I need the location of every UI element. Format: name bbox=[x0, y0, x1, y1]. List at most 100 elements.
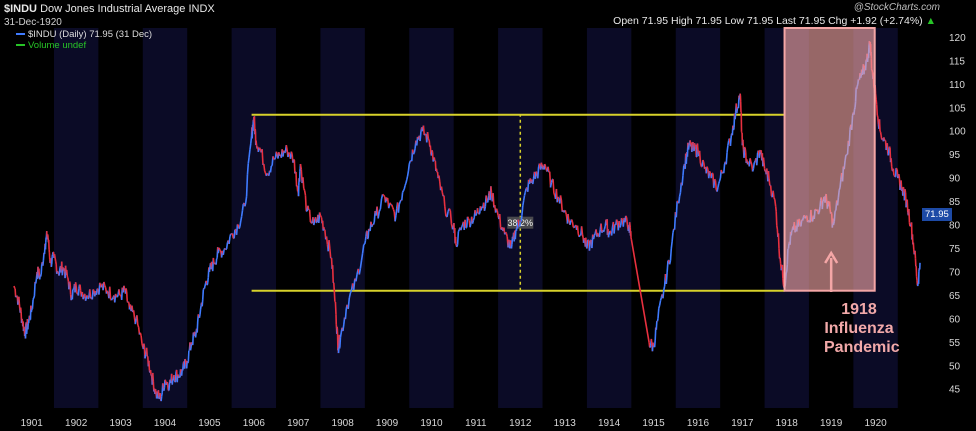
price-segment bbox=[550, 179, 553, 184]
x-tick-label: 1916 bbox=[687, 418, 710, 429]
price-segment bbox=[552, 179, 555, 193]
price-segment bbox=[215, 257, 218, 260]
price-segment bbox=[136, 315, 139, 326]
price-segment bbox=[246, 163, 250, 175]
price-segment bbox=[668, 260, 672, 265]
price-segment bbox=[744, 147, 747, 153]
price-segment bbox=[895, 167, 898, 170]
price-segment bbox=[123, 285, 126, 289]
low-label: Low bbox=[724, 15, 744, 27]
price-segment bbox=[363, 243, 366, 246]
price-segment bbox=[603, 225, 607, 230]
price-segment bbox=[778, 248, 781, 259]
price-segment bbox=[141, 343, 144, 348]
y-tick-label: 105 bbox=[949, 103, 966, 114]
price-segment bbox=[718, 180, 721, 184]
price-segment bbox=[877, 116, 880, 125]
price-segment bbox=[165, 382, 168, 386]
price-segment bbox=[228, 236, 231, 245]
price-segment bbox=[33, 281, 36, 296]
price-segment bbox=[181, 363, 185, 371]
price-segment bbox=[774, 206, 778, 212]
price-segment bbox=[296, 185, 299, 192]
price-segment bbox=[194, 332, 197, 338]
price-segment bbox=[13, 287, 16, 290]
price-segment bbox=[372, 221, 376, 225]
price-segment bbox=[727, 140, 730, 146]
price-segment bbox=[777, 233, 780, 249]
price-segment bbox=[413, 148, 416, 154]
price-segment bbox=[781, 264, 784, 279]
price-segment bbox=[208, 266, 211, 273]
price-segment bbox=[682, 165, 685, 176]
price-segment bbox=[219, 249, 222, 252]
price-segment bbox=[366, 237, 369, 240]
price-segment bbox=[725, 152, 728, 165]
price-segment bbox=[875, 104, 879, 116]
price-segment bbox=[524, 188, 527, 193]
price-segment bbox=[91, 289, 94, 300]
price-segment bbox=[902, 186, 905, 191]
price-segment bbox=[355, 274, 358, 282]
price-segment bbox=[571, 221, 575, 228]
price-segment bbox=[625, 217, 629, 226]
price-segment bbox=[174, 380, 177, 383]
x-axis: 1901 1902 1903 1904 1905 1906 1907 1908 1909 1910… bbox=[21, 418, 888, 429]
price-segment bbox=[407, 163, 411, 172]
price-segment bbox=[391, 206, 395, 210]
price-segment bbox=[406, 170, 410, 177]
price-segment bbox=[573, 225, 576, 229]
price-segment bbox=[671, 232, 674, 242]
price-segment bbox=[239, 220, 242, 227]
price-segment bbox=[196, 320, 199, 333]
price-segment bbox=[173, 374, 176, 378]
year-bands bbox=[14, 28, 920, 408]
price-segment bbox=[161, 383, 165, 387]
price-segment bbox=[698, 150, 702, 164]
price-segment bbox=[95, 288, 99, 295]
price-segment bbox=[510, 243, 513, 249]
price-segment bbox=[31, 308, 34, 311]
price-segment bbox=[736, 108, 739, 114]
price-segment bbox=[666, 260, 669, 273]
price-segment bbox=[401, 190, 405, 193]
price-segment bbox=[712, 179, 716, 188]
price-segment bbox=[455, 244, 459, 248]
price-segment bbox=[344, 308, 348, 320]
price-segment bbox=[483, 206, 487, 211]
price-segment bbox=[655, 321, 658, 330]
price-segment bbox=[206, 277, 210, 283]
y-tick-label: 90 bbox=[949, 174, 961, 185]
price-segment bbox=[681, 175, 684, 186]
price-segment bbox=[678, 192, 682, 197]
price-segment bbox=[734, 112, 737, 120]
price-segment bbox=[299, 163, 303, 170]
price-segment bbox=[893, 174, 896, 177]
price-segment bbox=[245, 174, 249, 197]
price-segment bbox=[405, 175, 409, 181]
price-segment bbox=[658, 305, 661, 309]
price-segment bbox=[88, 289, 92, 299]
x-tick-label: 1908 bbox=[332, 418, 355, 429]
price-segment bbox=[103, 281, 106, 286]
y-tick-label: 85 bbox=[949, 197, 961, 208]
price-segment bbox=[547, 166, 550, 173]
price-segment bbox=[426, 131, 430, 140]
price-segment bbox=[691, 147, 694, 153]
price-segment bbox=[567, 213, 570, 220]
price-segment bbox=[258, 147, 261, 149]
price-segment bbox=[598, 229, 602, 237]
price-segment bbox=[409, 159, 412, 162]
price-segment bbox=[225, 242, 229, 249]
price-segment bbox=[619, 224, 622, 228]
callout-line-2: Influenza bbox=[824, 320, 894, 337]
price-segment bbox=[659, 297, 663, 301]
highlight-box bbox=[783, 27, 876, 292]
price-segment bbox=[521, 205, 524, 216]
price-segment bbox=[34, 278, 38, 284]
price-segment bbox=[446, 211, 449, 218]
x-tick-label: 1907 bbox=[287, 418, 310, 429]
x-tick-label: 1920 bbox=[864, 418, 887, 429]
price-segment bbox=[285, 144, 288, 151]
